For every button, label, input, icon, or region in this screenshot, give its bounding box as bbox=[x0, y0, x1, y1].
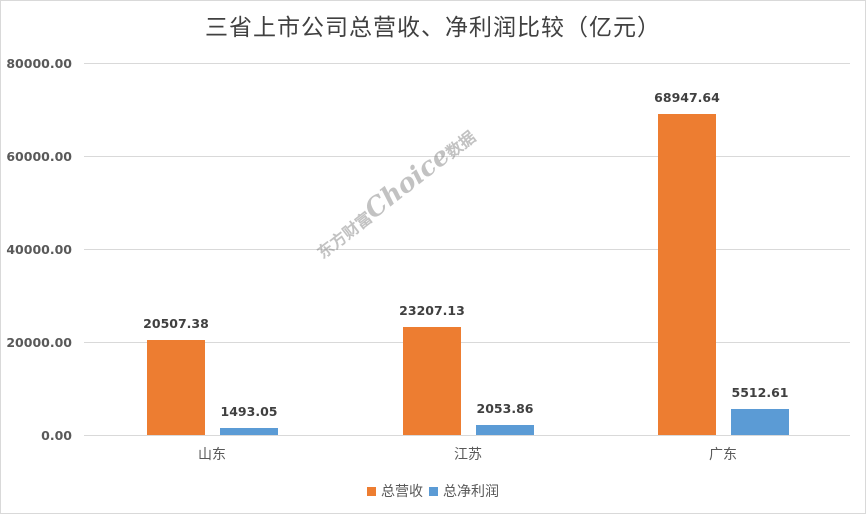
legend-item-revenue[interactable]: 总营收 bbox=[367, 481, 423, 501]
data-label-revenue-1: 23207.13 bbox=[399, 303, 465, 318]
legend-label-revenue: 总营收 bbox=[381, 484, 423, 500]
gridline-20000 bbox=[84, 342, 850, 343]
data-label-revenue-2: 68947.64 bbox=[654, 90, 720, 105]
y-tick-80000: 80000.00 bbox=[6, 56, 72, 71]
bar-net-profit-1[interactable] bbox=[476, 425, 534, 435]
y-tick-40000: 40000.00 bbox=[6, 242, 72, 257]
bar-revenue-2[interactable] bbox=[658, 114, 716, 435]
bar-revenue-0[interactable] bbox=[147, 340, 205, 435]
x-label-guangdong: 广东 bbox=[709, 447, 737, 463]
chart-title: 三省上市公司总营收、净利润比较（亿元） bbox=[205, 15, 661, 41]
legend-swatch-net-profit bbox=[429, 486, 438, 496]
data-label-revenue-0: 20507.38 bbox=[143, 316, 209, 331]
x-label-jiangsu: 江苏 bbox=[454, 447, 482, 463]
legend-label-net-profit: 总净利润 bbox=[443, 484, 499, 500]
bar-net-profit-0[interactable] bbox=[220, 428, 278, 435]
data-label-net-profit-2: 5512.61 bbox=[731, 385, 789, 400]
y-tick-60000: 60000.00 bbox=[6, 149, 72, 164]
gridline-80000 bbox=[84, 63, 850, 64]
x-axis-baseline bbox=[84, 435, 850, 436]
legend-item-net-profit[interactable]: 总净利润 bbox=[429, 481, 499, 501]
y-tick-0: 0.00 bbox=[41, 428, 72, 443]
x-label-shandong: 山东 bbox=[198, 447, 226, 463]
bar-revenue-1[interactable] bbox=[403, 327, 461, 435]
legend: 总营收 总净利润 bbox=[0, 481, 866, 501]
y-tick-20000: 20000.00 bbox=[6, 335, 72, 350]
data-label-net-profit-0: 1493.05 bbox=[220, 404, 278, 419]
legend-swatch-revenue bbox=[367, 486, 376, 496]
bar-net-profit-2[interactable] bbox=[731, 409, 789, 435]
gridline-60000 bbox=[84, 156, 850, 157]
data-label-net-profit-1: 2053.86 bbox=[476, 401, 534, 416]
gridline-40000 bbox=[84, 249, 850, 250]
